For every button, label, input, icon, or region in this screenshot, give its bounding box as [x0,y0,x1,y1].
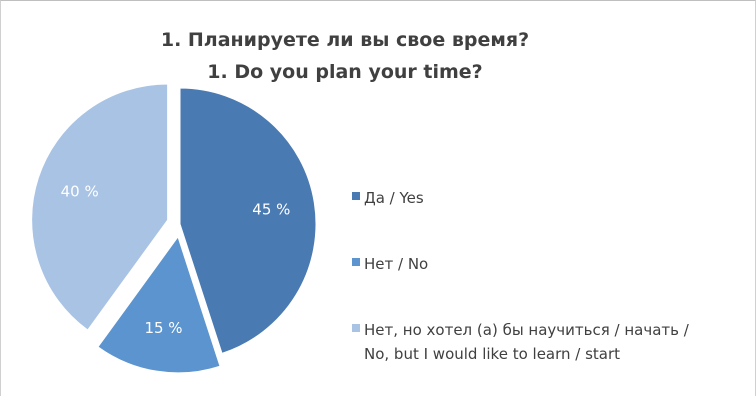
legend-item-would-like: Нет, но хотел (а) бы научиться / начать … [352,318,689,366]
legend-item-no: Нет / No [352,252,428,276]
legend-label-would-like-line1: Нет, но хотел (а) бы научиться / начать … [364,321,689,339]
legend-item-yes: Да / Yes [352,186,424,210]
data-label-yes: 45 % [252,201,290,219]
data-label-would-like: 40 % [61,182,99,200]
data-label-no: 15 % [144,319,182,337]
legend-label-yes: Да / Yes [364,189,424,207]
legend-swatch-yes [352,192,360,200]
legend-swatch-would-like [352,324,360,332]
chart-subtitle: 1. Do you plan your time? [207,61,483,83]
legend-label-would-like-line2: No, but I would like to learn / start [364,345,621,363]
pie-slice-no [97,235,221,374]
chart-title: 1. Планируете ли вы свое время? [160,29,530,51]
chart-title-block: 1. Планируете ли вы свое время? 1. Do yo… [0,24,690,88]
legend-swatch-no [352,258,360,266]
legend-label-would-like: Нет, но хотел (а) бы научиться / начать … [364,318,689,366]
legend-label-no: Нет / No [364,255,429,273]
pie-slice-yes [179,87,317,354]
pie-slice-would-like [31,83,169,331]
